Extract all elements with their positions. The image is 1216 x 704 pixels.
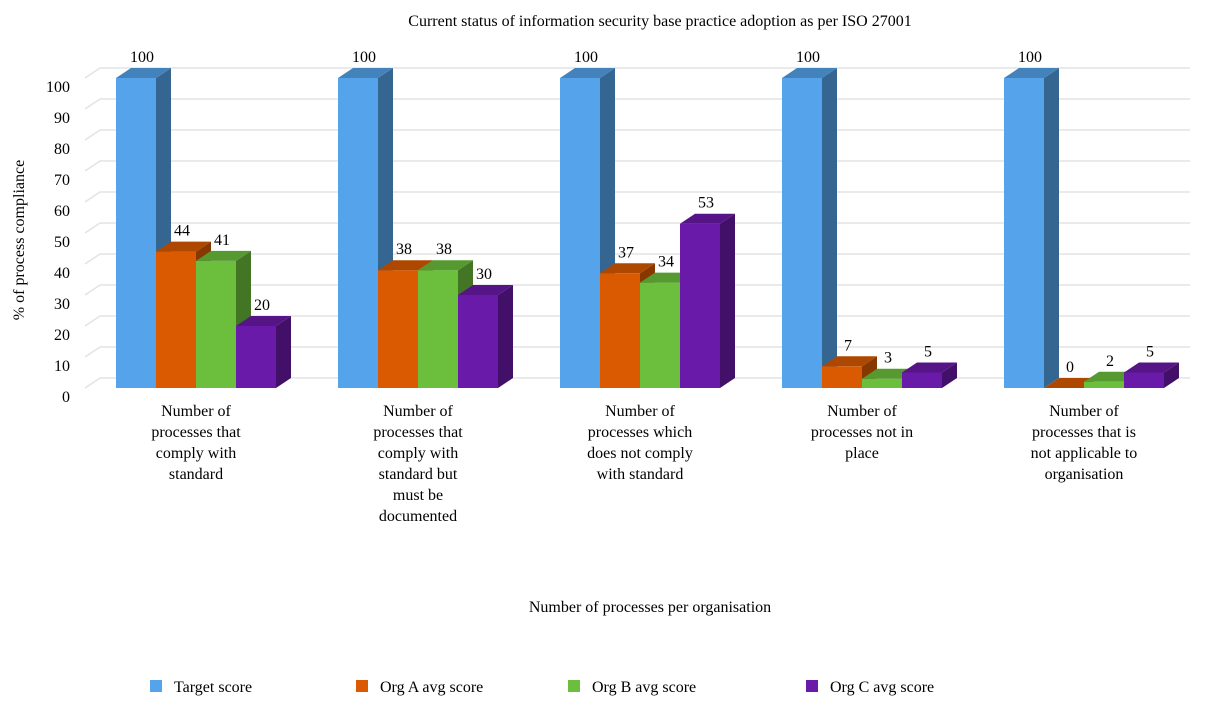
bar bbox=[196, 260, 236, 388]
bar bbox=[1124, 372, 1164, 388]
bar-top bbox=[418, 260, 473, 271]
y-tick-label: 30 bbox=[54, 296, 70, 313]
bar bbox=[560, 78, 600, 388]
data-label: 0 bbox=[1066, 359, 1074, 376]
legend-label: Target score bbox=[174, 679, 252, 696]
bar-side bbox=[498, 285, 513, 388]
legend-label: Org A avg score bbox=[380, 679, 483, 696]
data-label: 7 bbox=[844, 337, 852, 354]
legend-swatch bbox=[356, 680, 368, 692]
data-label: 20 bbox=[254, 297, 270, 314]
data-label: 34 bbox=[658, 254, 674, 271]
x-tick-label: Number of processes that is not applicab… bbox=[1030, 403, 1138, 483]
data-label: 100 bbox=[796, 49, 820, 66]
bar bbox=[418, 270, 458, 388]
data-label: 5 bbox=[924, 344, 932, 361]
bar-side bbox=[822, 68, 837, 388]
bar bbox=[902, 372, 942, 388]
bar bbox=[458, 295, 498, 388]
bar-top bbox=[680, 213, 735, 224]
bar bbox=[782, 78, 822, 388]
bar-top bbox=[378, 260, 433, 271]
legend-swatch bbox=[150, 680, 162, 692]
bar-top bbox=[196, 250, 251, 261]
y-tick-label: 10 bbox=[54, 358, 70, 375]
bar-side bbox=[720, 213, 735, 388]
bar bbox=[640, 282, 680, 388]
bar bbox=[1084, 381, 1124, 388]
bar-side bbox=[942, 362, 957, 388]
data-label: 100 bbox=[130, 49, 154, 66]
bar-top bbox=[600, 263, 655, 274]
y-tick-label: 80 bbox=[54, 141, 70, 158]
data-label: 100 bbox=[574, 49, 598, 66]
bar bbox=[236, 326, 276, 388]
x-tick-label: Number of processes that comply with sta… bbox=[373, 403, 463, 525]
data-label: 37 bbox=[618, 244, 634, 261]
y-tick-label: 40 bbox=[54, 265, 70, 282]
data-label: 38 bbox=[396, 241, 412, 258]
y-tick-label: 50 bbox=[54, 234, 70, 251]
bar-top bbox=[116, 68, 171, 78]
bar-top bbox=[560, 68, 615, 78]
data-label: 41 bbox=[214, 232, 230, 249]
bar-top bbox=[902, 362, 957, 373]
bar-side bbox=[1164, 362, 1179, 388]
bar-top bbox=[1004, 68, 1059, 78]
x-axis-title: Number of processes per organisation bbox=[529, 599, 771, 616]
y-tick-label: 60 bbox=[54, 203, 70, 220]
data-label: 100 bbox=[352, 49, 376, 66]
x-tick-label: Number of processes not in place bbox=[810, 403, 914, 462]
bar-top bbox=[338, 68, 393, 78]
data-label: 44 bbox=[174, 223, 190, 240]
legend-label: Org C avg score bbox=[830, 679, 934, 696]
bar bbox=[156, 251, 196, 388]
bar-top bbox=[822, 356, 877, 367]
y-tick-label: 100 bbox=[46, 79, 70, 96]
data-label: 30 bbox=[476, 266, 492, 283]
y-tick-label: 20 bbox=[54, 327, 70, 344]
bar bbox=[338, 78, 378, 388]
bar-top bbox=[458, 285, 513, 295]
legend-swatch bbox=[568, 680, 580, 692]
bar bbox=[680, 223, 720, 388]
bar-top bbox=[782, 68, 837, 78]
bar bbox=[600, 273, 640, 388]
data-label: 38 bbox=[436, 241, 452, 258]
data-label: 5 bbox=[1146, 344, 1154, 361]
bar bbox=[822, 366, 862, 388]
bar bbox=[862, 378, 902, 388]
data-label: 53 bbox=[698, 195, 714, 212]
bar-top bbox=[236, 316, 291, 326]
bar-top bbox=[1124, 362, 1179, 373]
data-label: 3 bbox=[884, 350, 892, 367]
legend-swatch bbox=[806, 680, 818, 692]
data-label: 100 bbox=[1018, 49, 1042, 66]
y-tick-label: 0 bbox=[62, 389, 70, 406]
bar-side bbox=[276, 316, 291, 388]
bar bbox=[116, 78, 156, 388]
x-tick-label: Number of processes which does not compl… bbox=[587, 403, 693, 483]
bar bbox=[1004, 78, 1044, 388]
bar bbox=[378, 270, 418, 388]
y-axis-title: % of process compliance bbox=[11, 160, 28, 320]
x-tick-label: Number of processes that comply with sta… bbox=[151, 403, 241, 483]
data-label: 2 bbox=[1106, 353, 1114, 370]
legend-label: Org B avg score bbox=[592, 679, 696, 696]
chart-title: Current status of information security b… bbox=[408, 13, 911, 30]
bar-top bbox=[156, 241, 211, 252]
bar-side bbox=[1044, 68, 1059, 388]
y-tick-label: 90 bbox=[54, 110, 70, 127]
y-tick-label: 70 bbox=[54, 172, 70, 189]
